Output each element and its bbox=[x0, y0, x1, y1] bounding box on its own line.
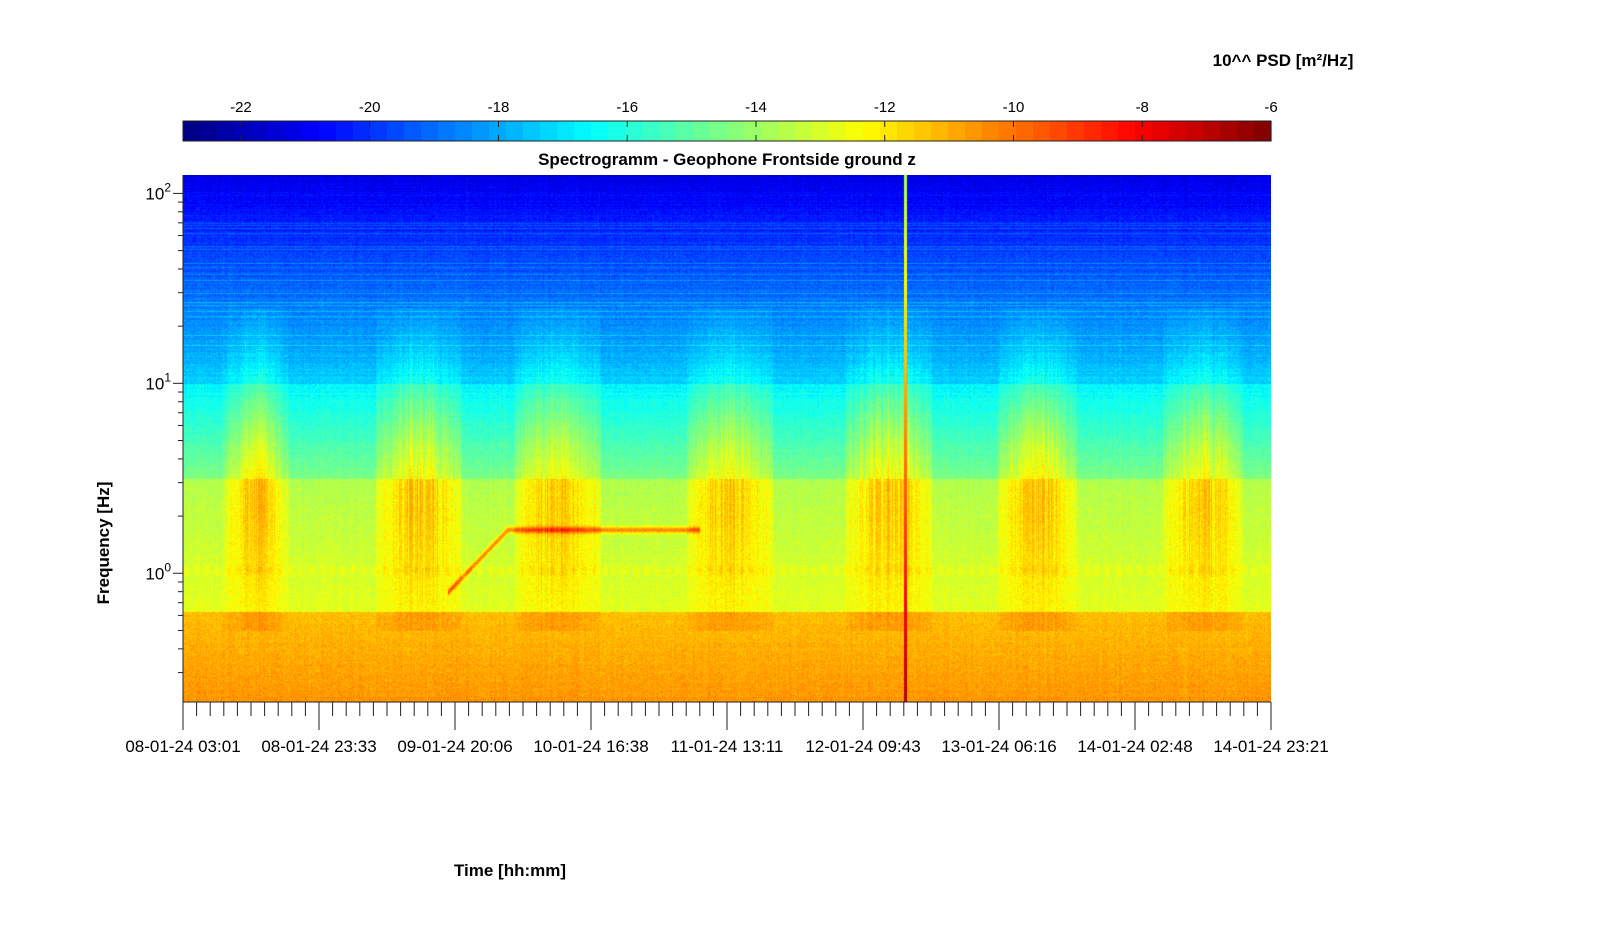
colorbar-tick-label: -8 bbox=[1136, 99, 1149, 116]
colorbar-segment bbox=[438, 121, 456, 141]
colorbar-segment bbox=[370, 121, 388, 141]
colorbar-segment bbox=[880, 121, 898, 141]
colorbar-segment bbox=[846, 121, 864, 141]
colorbar bbox=[183, 121, 1272, 141]
colorbar-segment bbox=[200, 121, 218, 141]
x-tick-label: 14-01-24 23:21 bbox=[1213, 737, 1328, 756]
colorbar-segment bbox=[319, 121, 337, 141]
colorbar-segment bbox=[1118, 121, 1136, 141]
colorbar-segment bbox=[489, 121, 507, 141]
colorbar-segment bbox=[1186, 121, 1204, 141]
x-tick-label: 08-01-24 03:01 bbox=[125, 737, 240, 756]
colorbar-segment bbox=[659, 121, 677, 141]
colorbar-tick-label: -16 bbox=[616, 99, 638, 116]
colorbar-segment bbox=[1169, 121, 1187, 141]
colorbar-tick-label: -12 bbox=[874, 99, 896, 116]
y-tick-label: 102 bbox=[145, 180, 171, 203]
colorbar-segment bbox=[591, 121, 609, 141]
colorbar-segment bbox=[336, 121, 354, 141]
colorbar-segment bbox=[778, 121, 796, 141]
colorbar-segment bbox=[1220, 121, 1238, 141]
colorbar-segment bbox=[574, 121, 592, 141]
chart-title: Spectrogramm - Geophone Frontside ground… bbox=[538, 150, 916, 169]
colorbar-segment bbox=[1016, 121, 1034, 141]
colorbar-segment bbox=[1135, 121, 1153, 141]
colorbar-segment bbox=[744, 121, 762, 141]
colorbar-segment bbox=[1203, 121, 1221, 141]
x-tick-label: 11-01-24 13:11 bbox=[671, 737, 784, 756]
colorbar-segment bbox=[863, 121, 881, 141]
spectrogram-heatmap bbox=[183, 175, 1271, 702]
y-tick-label: 101 bbox=[145, 370, 171, 393]
colorbar-tick-label: -22 bbox=[230, 99, 252, 116]
colorbar-segment bbox=[761, 121, 779, 141]
colorbar-segment bbox=[302, 121, 320, 141]
colorbar-segment bbox=[1050, 121, 1068, 141]
colorbar-segment bbox=[387, 121, 405, 141]
x-axis-label: Time [hh:mm] bbox=[454, 861, 566, 880]
colorbar-segment bbox=[557, 121, 575, 141]
colorbar-segment bbox=[1033, 121, 1051, 141]
colorbar-segment bbox=[931, 121, 949, 141]
colorbar-segment bbox=[812, 121, 830, 141]
y-axis: 102 101 100 bbox=[145, 175, 184, 702]
colorbar-segment bbox=[948, 121, 966, 141]
colorbar-segment bbox=[795, 121, 813, 141]
colorbar-segment bbox=[676, 121, 694, 141]
colorbar-segment bbox=[472, 121, 490, 141]
colorbar-segment bbox=[285, 121, 303, 141]
colorbar-segment bbox=[642, 121, 660, 141]
colorbar-tick-label: -18 bbox=[488, 99, 510, 116]
colorbar-tick-label: -10 bbox=[1003, 99, 1025, 116]
colorbar-segment bbox=[1254, 121, 1272, 141]
colorbar-segment bbox=[183, 121, 201, 141]
colorbar-segment bbox=[268, 121, 286, 141]
x-tick-label: 10-01-24 16:38 bbox=[533, 737, 648, 756]
colorbar-segment bbox=[965, 121, 983, 141]
colorbar-segment bbox=[608, 121, 626, 141]
y-tick-label: 100 bbox=[145, 560, 171, 583]
colorbar-segment bbox=[421, 121, 439, 141]
colorbar-tick-label: -20 bbox=[359, 99, 381, 116]
colorbar-segment bbox=[523, 121, 541, 141]
colorbar-segment bbox=[829, 121, 847, 141]
colorbar-segment bbox=[455, 121, 473, 141]
colorbar-tick-labels: -22 -20 -18 -16 -14 -12 -10 -8 -6 bbox=[230, 99, 1278, 116]
colorbar-segment bbox=[897, 121, 915, 141]
colorbar-segment bbox=[1067, 121, 1085, 141]
colorbar-ticks bbox=[240, 121, 1272, 141]
colorbar-segment bbox=[999, 121, 1017, 141]
spectrogram-plot-area bbox=[183, 175, 1271, 702]
colorbar-segment bbox=[727, 121, 745, 141]
colorbar-segment bbox=[1084, 121, 1102, 141]
colorbar-segment bbox=[693, 121, 711, 141]
colorbar-segment bbox=[982, 121, 1000, 141]
colorbar-segment bbox=[914, 121, 932, 141]
colorbar-segment bbox=[540, 121, 558, 141]
x-tick-label: 14-01-24 02:48 bbox=[1077, 737, 1192, 756]
colorbar-segment bbox=[404, 121, 422, 141]
colorbar-label: 10^^ PSD [m²/Hz] bbox=[1213, 51, 1354, 70]
x-axis: 08-01-24 03:01 08-01-24 23:33 09-01-24 20:… bbox=[125, 701, 1329, 756]
y-axis-label: Frequency [Hz] bbox=[94, 482, 113, 605]
x-tick-label: 09-01-24 20:06 bbox=[397, 737, 512, 756]
colorbar-tick-label: -14 bbox=[745, 99, 767, 116]
colorbar-segment bbox=[625, 121, 643, 141]
colorbar-segment bbox=[1152, 121, 1170, 141]
colorbar-segment bbox=[506, 121, 524, 141]
colorbar-segment bbox=[1237, 121, 1255, 141]
colorbar-segment bbox=[251, 121, 269, 141]
colorbar-segment bbox=[234, 121, 252, 141]
x-tick-label: 13-01-24 06:16 bbox=[941, 737, 1056, 756]
colorbar-segment bbox=[710, 121, 728, 141]
colorbar-segment bbox=[1101, 121, 1119, 141]
x-tick-label: 08-01-24 23:33 bbox=[261, 737, 376, 756]
colorbar-segment bbox=[217, 121, 235, 141]
x-tick-label: 12-01-24 09:43 bbox=[805, 737, 920, 756]
colorbar-frame bbox=[182, 120, 1272, 142]
colorbar-segment bbox=[353, 121, 371, 141]
colorbar-tick-label: -6 bbox=[1264, 99, 1277, 116]
